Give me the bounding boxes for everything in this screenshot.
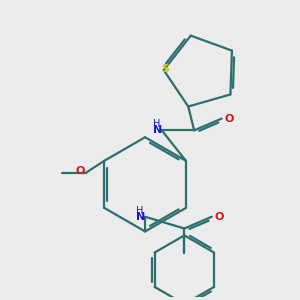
Text: H: H (136, 206, 144, 216)
Text: N: N (136, 212, 146, 222)
Text: O: O (225, 114, 234, 124)
Text: O: O (215, 212, 224, 222)
Text: N: N (153, 125, 162, 135)
Text: S: S (161, 64, 169, 74)
Text: H: H (153, 119, 160, 130)
Text: O: O (75, 166, 85, 176)
